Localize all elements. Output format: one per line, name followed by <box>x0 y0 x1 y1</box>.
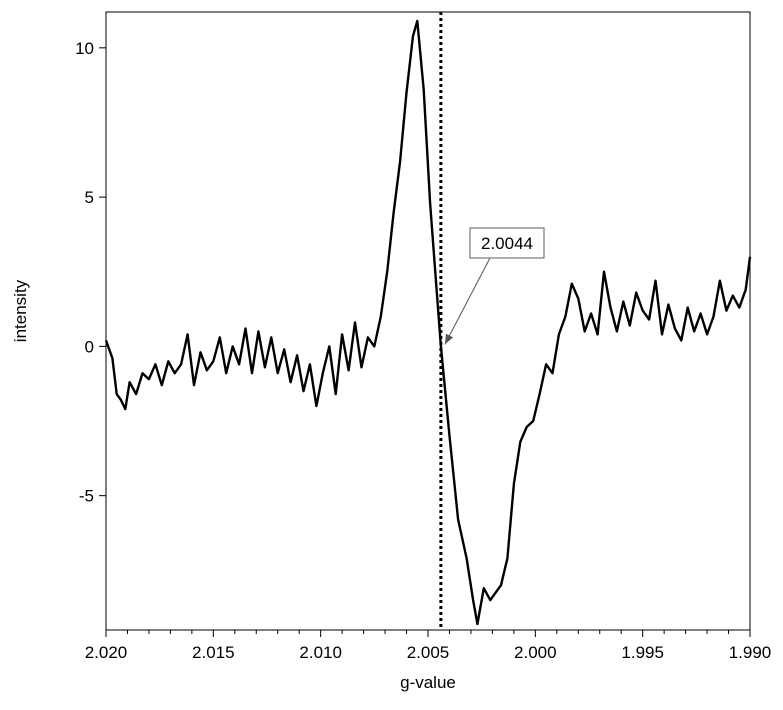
y-tick-label: 5 <box>85 188 94 207</box>
x-tick-label: 1.990 <box>729 643 772 662</box>
x-tick-label: 2.020 <box>85 643 128 662</box>
annotation-arrow <box>444 257 491 345</box>
x-axis: 2.020 2.015 2.010 2.005 2.000 1.995 1.990 <box>85 630 772 662</box>
y-tick-label: 0 <box>85 337 94 356</box>
y-tick-label: 10 <box>75 39 94 58</box>
y-tick-label: -5 <box>79 487 94 506</box>
x-tick-label: 1.995 <box>621 643 664 662</box>
x-axis-label: g-value <box>400 673 456 692</box>
y-axis: -5 0 5 10 <box>75 39 106 506</box>
annotation-arrow-head <box>444 333 454 345</box>
x-tick-label: 2.005 <box>407 643 450 662</box>
spectrum-line <box>104 19 752 626</box>
y-axis-label: intensity <box>11 279 30 342</box>
x-tick-label: 2.010 <box>299 643 342 662</box>
annotation-label: 2.0044 <box>481 234 533 253</box>
x-tick-label: 2.015 <box>192 643 235 662</box>
x-tick-label: 2.000 <box>514 643 557 662</box>
plot-frame <box>105 11 751 631</box>
annotation-box <box>469 227 545 259</box>
